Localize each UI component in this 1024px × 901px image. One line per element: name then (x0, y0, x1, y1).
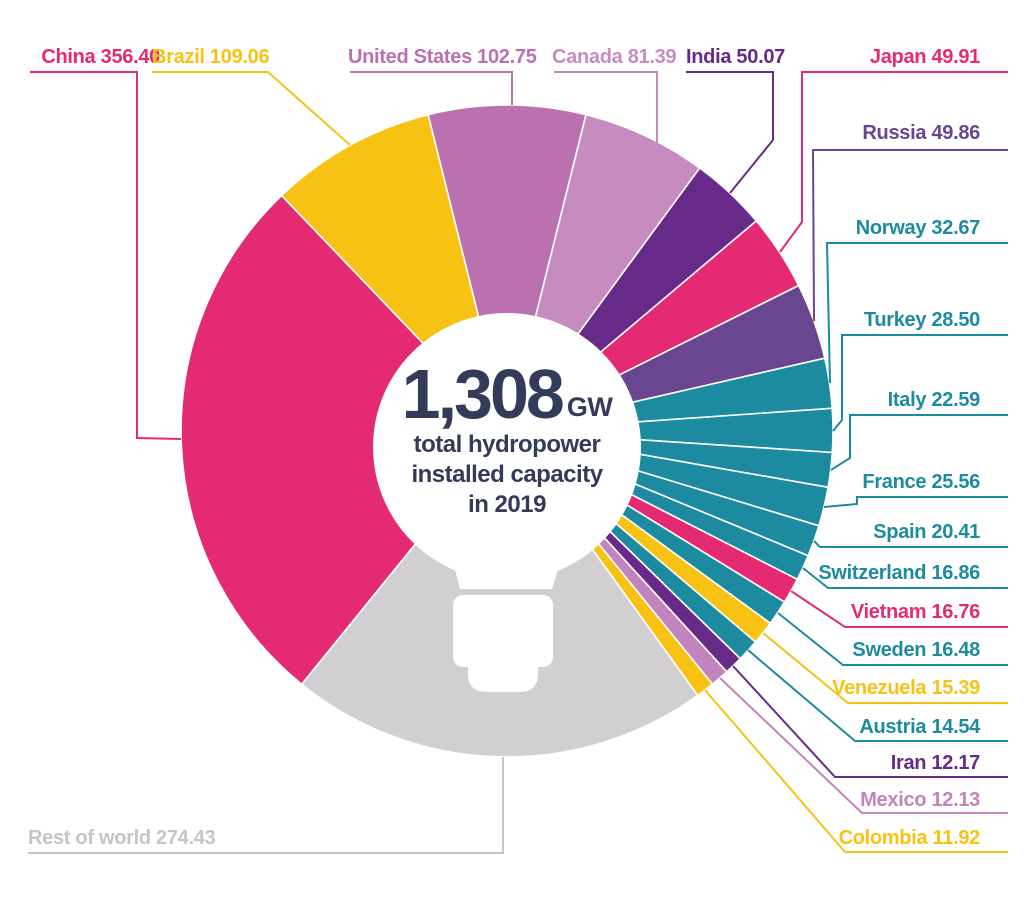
leader-canada (554, 71, 658, 147)
label-india: India 50.07 (686, 46, 785, 68)
label-venezuela: Venezuela 15.39 (832, 677, 980, 699)
label-canada: Canada 81.39 (552, 46, 677, 68)
leader-united-states (350, 71, 513, 105)
leader-mexico (719, 677, 1008, 814)
label-austria: Austria 14.54 (859, 716, 980, 738)
label-france: France 25.56 (862, 471, 980, 493)
total-row: 1,308 GW (347, 358, 667, 430)
label-iran: Iran 12.17 (890, 752, 981, 774)
lightbulb-part (373, 313, 641, 581)
label-norway: Norway 32.67 (855, 217, 981, 239)
leader-japan (779, 71, 1008, 253)
center-text: 1,308 GW total hydropower installed capa… (347, 358, 667, 520)
slice-china (180, 194, 509, 686)
slice-united-states (427, 104, 587, 432)
leader-norway (825, 242, 1008, 384)
label-rest-of-world: Rest of world 274.43 (28, 827, 216, 849)
lightbulb-part (445, 531, 570, 589)
label-brazil: Brazil 109.06 (152, 46, 270, 68)
leader-sweden (777, 612, 1008, 666)
leader-china (30, 71, 182, 440)
leader-russia (811, 149, 1008, 322)
label-turkey: Turkey 28.50 (863, 309, 980, 331)
lightbulb-part (468, 667, 538, 692)
leader-italy (830, 414, 1008, 471)
label-russia: Russia 49.86 (862, 122, 980, 144)
label-vietnam: Vietnam 16.76 (850, 601, 980, 623)
leader-spain (813, 540, 1008, 548)
leader-switzerland (802, 567, 1008, 589)
leader-austria (747, 649, 1008, 742)
label-japan: Japan 49.91 (869, 46, 980, 68)
label-sweden: Sweden 16.48 (852, 639, 980, 661)
leader-brazil (152, 71, 351, 146)
label-spain: Spain 20.41 (873, 521, 980, 543)
leader-iran (732, 665, 1008, 778)
lightbulb-shape (373, 313, 641, 692)
label-united-states: United States 102.75 (348, 46, 537, 68)
total-value: 1,308 (401, 355, 565, 433)
leader-france (823, 496, 1008, 508)
leader-india (686, 71, 774, 194)
leader-vietnam (790, 590, 1008, 628)
leader-rest-of-world (28, 757, 504, 854)
center-line2: installed capacity (411, 461, 603, 488)
label-italy: Italy 22.59 (887, 389, 981, 411)
leader-colombia (704, 689, 1008, 853)
center-line1: total hydropower (413, 431, 601, 458)
leader-venezuela (762, 632, 1008, 704)
label-mexico: Mexico 12.13 (860, 789, 980, 811)
total-unit: GW (566, 392, 613, 422)
center-line3: in 2019 (468, 491, 546, 518)
label-switzerland: Switzerland 16.86 (818, 562, 980, 584)
slice-rest-of-world (300, 429, 699, 758)
label-china: China 356.40 (41, 46, 160, 68)
leader-turkey (832, 334, 1008, 432)
lightbulb-part (453, 595, 553, 667)
label-colombia: Colombia 11.92 (838, 827, 981, 849)
